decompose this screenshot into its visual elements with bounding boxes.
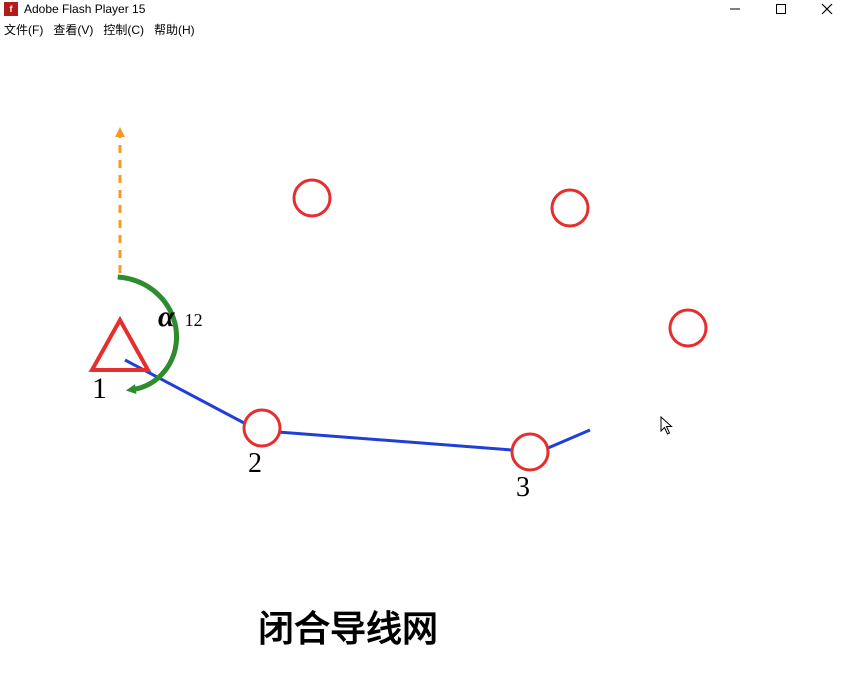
station-triangle	[92, 320, 148, 370]
node-c3	[670, 310, 706, 346]
node-3	[512, 434, 548, 470]
close-button[interactable]	[816, 1, 838, 17]
diagram-canvas: 23 α 12 1 闭合导线网	[0, 40, 852, 668]
diagram-svg: 23	[0, 40, 852, 668]
diagram-caption: 闭合导线网	[258, 600, 438, 652]
node-label-3: 3	[516, 472, 530, 503]
menubar: 文件(F) 查看(V) 控制(C) 帮助(H)	[0, 18, 852, 40]
menu-help[interactable]: 帮助(H)	[154, 21, 195, 38]
maximize-button[interactable]	[770, 1, 792, 17]
node-2	[244, 410, 280, 446]
menu-control[interactable]: 控制(C)	[103, 21, 144, 38]
edge	[278, 432, 512, 450]
angle-alpha: α	[158, 300, 175, 333]
angle-label: α 12	[158, 300, 203, 334]
node-c1	[294, 180, 330, 216]
node-c2	[552, 190, 588, 226]
window-title: Adobe Flash Player 15	[24, 2, 724, 16]
node-label-2: 2	[248, 448, 262, 479]
window-controls	[724, 1, 848, 17]
angle-subscript: 12	[185, 310, 203, 330]
node-label-1: 1	[92, 372, 107, 406]
minimize-button[interactable]	[724, 1, 746, 17]
menu-file[interactable]: 文件(F)	[4, 21, 43, 38]
window-titlebar: f Adobe Flash Player 15	[0, 0, 852, 18]
flash-icon: f	[4, 2, 18, 16]
edge	[548, 430, 590, 448]
menu-view[interactable]: 查看(V)	[53, 21, 93, 38]
